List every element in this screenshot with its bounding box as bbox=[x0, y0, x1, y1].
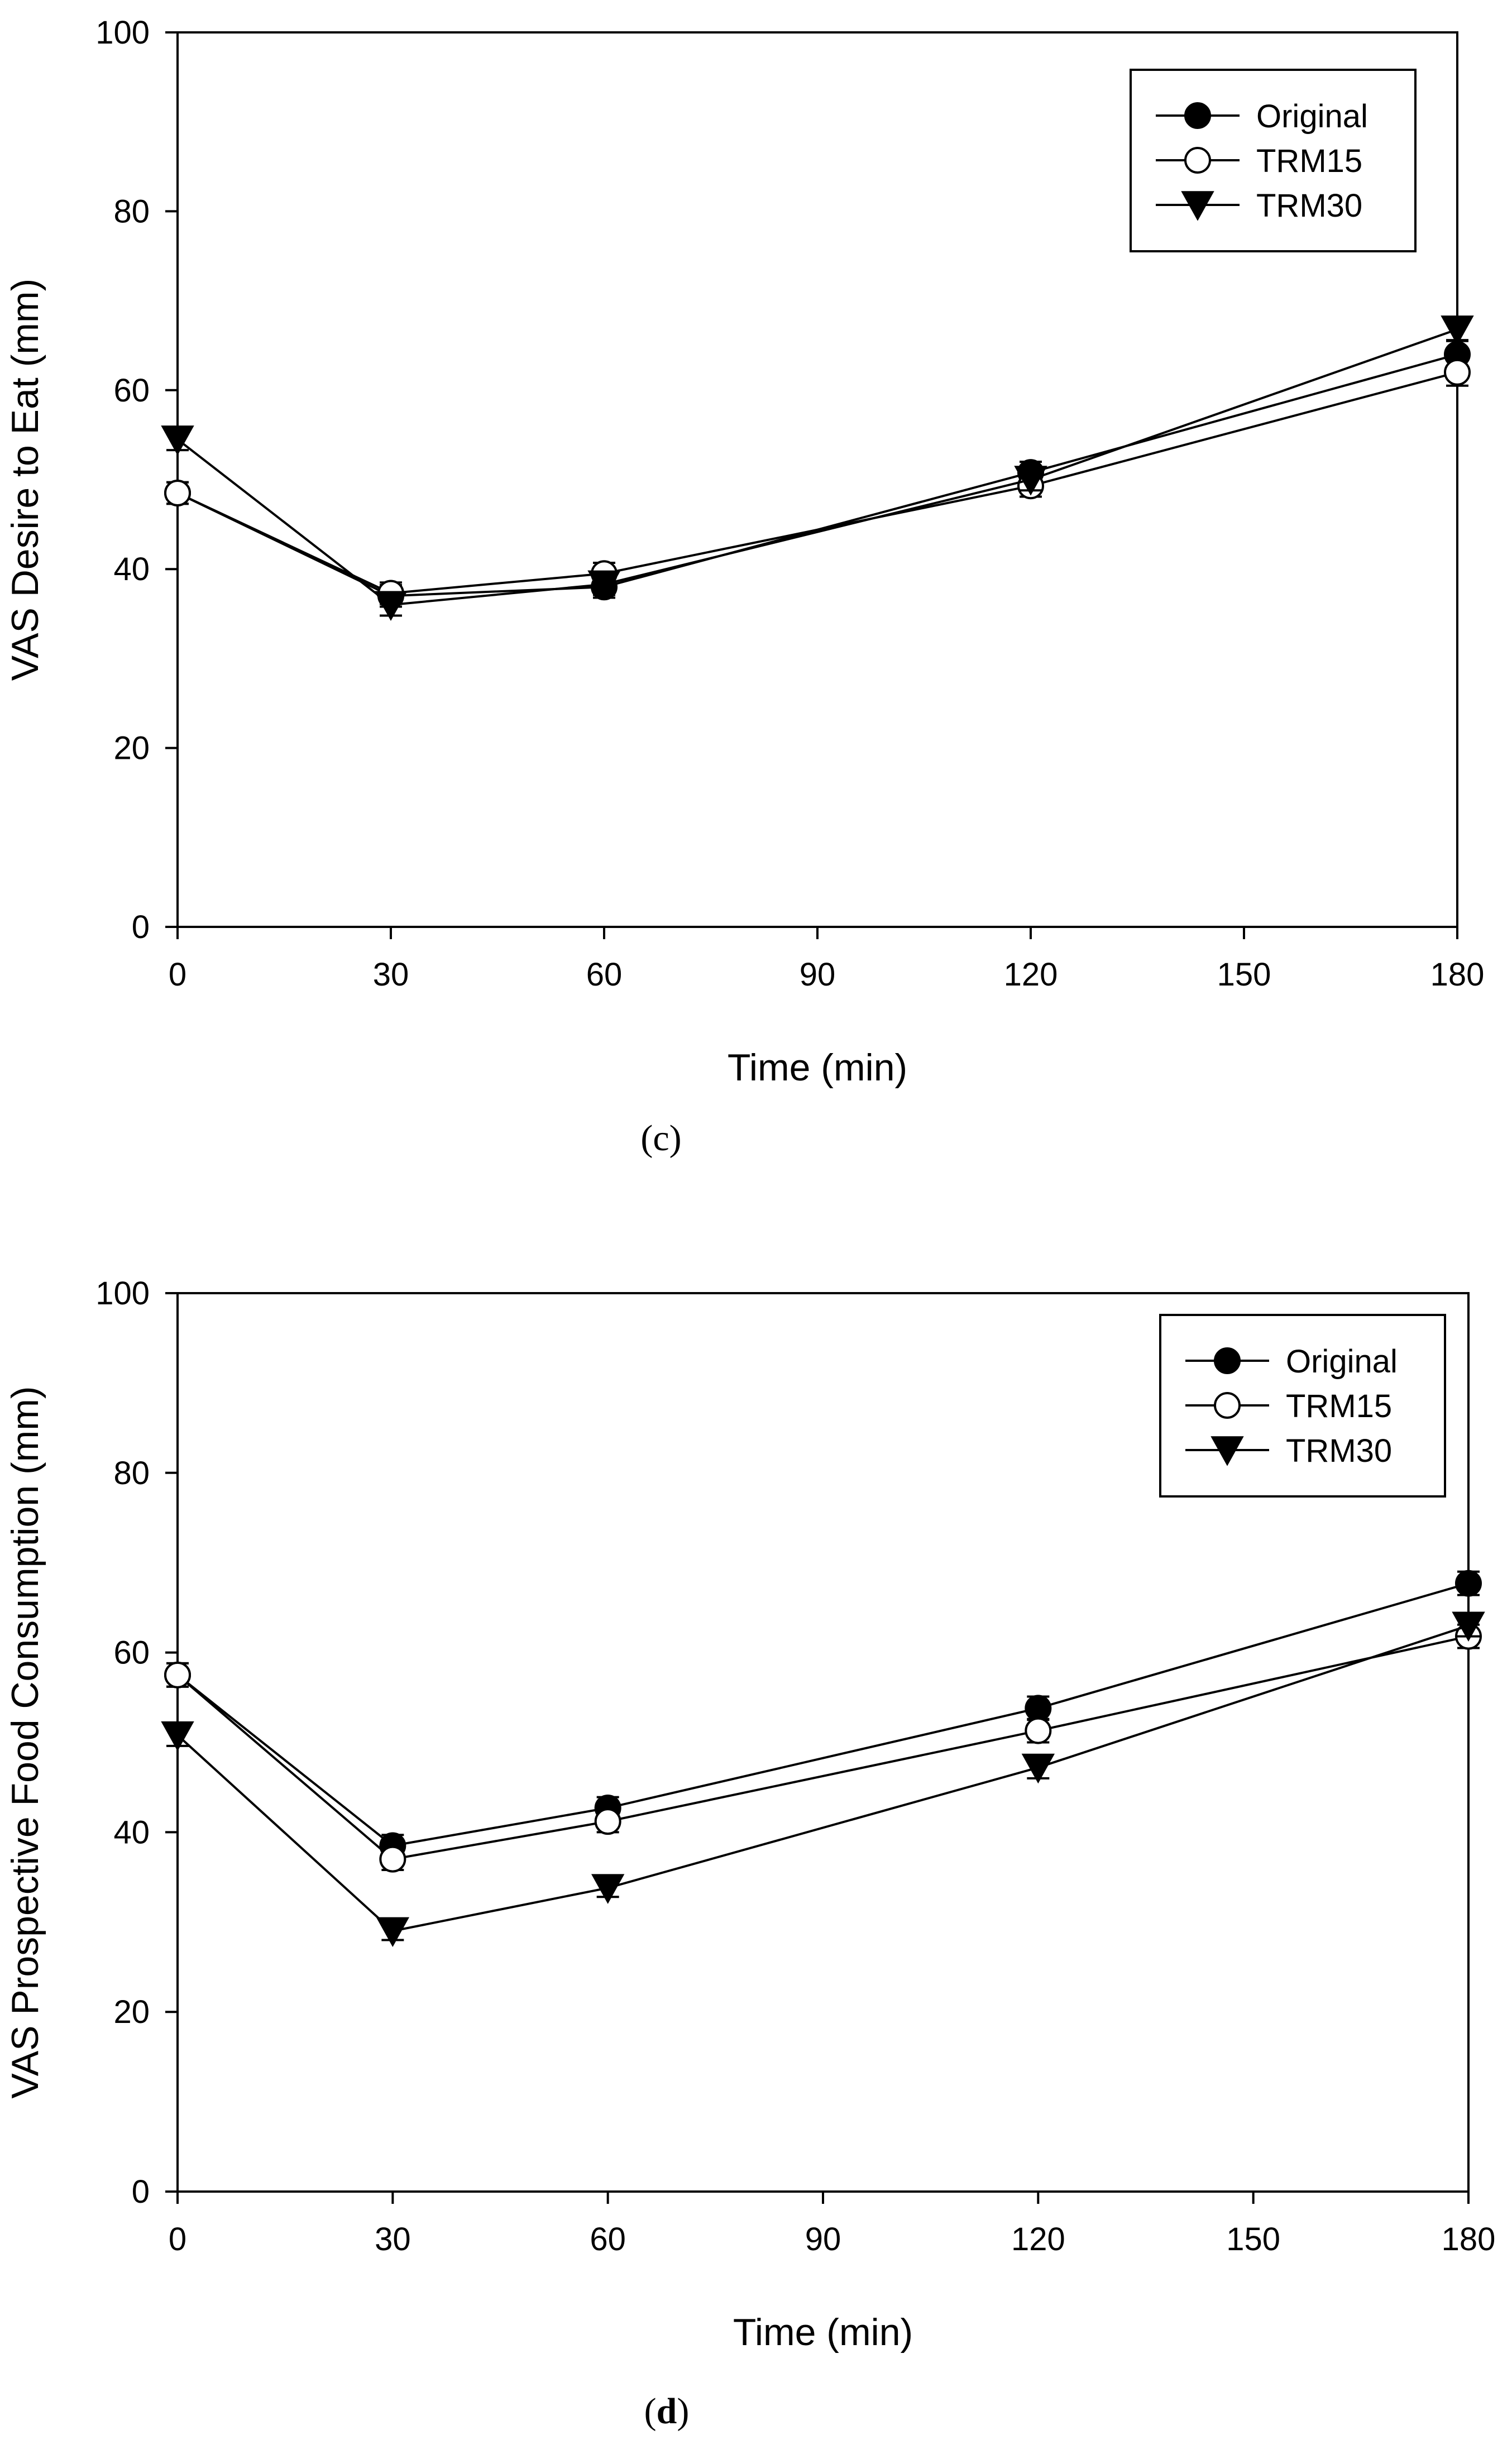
y-tick-label: 20 bbox=[113, 1994, 150, 2030]
panel-label: (d) bbox=[644, 2391, 690, 2432]
y-tick-label: 20 bbox=[113, 730, 150, 767]
data-point bbox=[591, 1874, 625, 1904]
y-tick-label: 0 bbox=[132, 909, 150, 945]
y-axis-label: VAS Desire to Eat (mm) bbox=[4, 279, 46, 681]
series-line bbox=[176, 1624, 1469, 1932]
x-tick-label: 30 bbox=[375, 2221, 411, 2257]
x-tick-label: 120 bbox=[1004, 956, 1058, 993]
y-tick-label: 100 bbox=[95, 1275, 150, 1312]
x-tick-label: 120 bbox=[1011, 2221, 1065, 2257]
x-tick-label: 180 bbox=[1430, 956, 1485, 993]
y-axis-label: VAS Prospective Food Consumption (mm) bbox=[4, 1386, 46, 2098]
legend-marker bbox=[1214, 1347, 1241, 1374]
y-tick-label: 60 bbox=[113, 1635, 150, 1671]
data-point bbox=[1025, 1695, 1052, 1722]
legend-marker bbox=[1184, 102, 1211, 129]
data-point bbox=[1021, 1753, 1055, 1784]
series-trm15 bbox=[164, 1623, 1482, 1873]
y-tick-label: 80 bbox=[113, 193, 150, 229]
data-point bbox=[594, 1808, 621, 1835]
series-original bbox=[164, 339, 1471, 610]
x-axis-label: Time (min) bbox=[733, 2311, 913, 2353]
data-point bbox=[161, 1721, 194, 1752]
x-tick-label: 150 bbox=[1226, 2221, 1280, 2257]
legend-marker bbox=[1214, 1392, 1241, 1419]
data-point bbox=[161, 425, 194, 456]
legend-marker bbox=[1210, 1436, 1244, 1466]
x-tick-label: 90 bbox=[805, 2221, 841, 2257]
legend-label: Original bbox=[1256, 98, 1368, 135]
panel-label: (c) bbox=[640, 1118, 681, 1159]
data-point bbox=[1025, 1717, 1052, 1744]
chart-panel-c: 0 20 40 60 80 100 0 30 60 90 120 150 180 Time (min) VA… bbox=[4, 15, 1484, 1159]
data-point bbox=[1452, 1611, 1485, 1642]
series-trm30 bbox=[161, 315, 1474, 621]
y-tick-label: 60 bbox=[113, 372, 150, 409]
data-point bbox=[164, 1661, 191, 1688]
data-point bbox=[379, 1845, 406, 1873]
series-line bbox=[176, 1582, 1469, 1847]
x-axis-label: Time (min) bbox=[728, 1046, 907, 1089]
series-line bbox=[176, 328, 1458, 606]
legend-label: TRM15 bbox=[1256, 143, 1362, 179]
x-tick-label: 150 bbox=[1217, 956, 1271, 993]
y-tick-label: 0 bbox=[132, 2174, 150, 2210]
x-tick-label: 180 bbox=[1442, 2221, 1496, 2257]
y-tick-label: 40 bbox=[113, 551, 150, 587]
data-point bbox=[374, 591, 408, 621]
legend-marker bbox=[1181, 191, 1214, 221]
x-tick-label: 90 bbox=[800, 956, 836, 993]
legend-label: TRM30 bbox=[1256, 188, 1362, 224]
data-point bbox=[1444, 358, 1471, 386]
legend-marker bbox=[1184, 147, 1211, 174]
x-tick-label: 30 bbox=[373, 956, 409, 993]
legend: Original TRM15 TRM30 bbox=[1159, 1314, 1446, 1498]
series-original bbox=[164, 1570, 1482, 1859]
data-point bbox=[376, 1917, 410, 1948]
data-point bbox=[164, 480, 191, 507]
series-line bbox=[177, 353, 1458, 597]
legend-label: TRM30 bbox=[1286, 1433, 1392, 1469]
series-line bbox=[176, 1635, 1469, 1860]
series-trm15 bbox=[164, 357, 1471, 607]
data-point bbox=[1014, 466, 1047, 496]
legend-label: TRM15 bbox=[1286, 1388, 1392, 1424]
chart-panel-d: 0 20 40 60 80 100 0 30 60 90 120 150 180 Time (min) VA… bbox=[4, 1275, 1495, 2432]
y-tick-label: 100 bbox=[95, 15, 150, 51]
x-tick-label: 0 bbox=[169, 956, 186, 993]
series-trm30 bbox=[161, 1611, 1485, 1948]
legend: Original TRM15 TRM30 bbox=[1130, 69, 1417, 252]
x-tick-label: 60 bbox=[586, 956, 623, 993]
data-point bbox=[587, 570, 621, 601]
x-tick-label: 60 bbox=[590, 2221, 626, 2257]
y-tick-label: 80 bbox=[113, 1455, 150, 1491]
y-tick-label: 40 bbox=[113, 1814, 150, 1850]
legend-label: Original bbox=[1286, 1343, 1398, 1380]
data-point bbox=[1441, 315, 1474, 346]
data-point bbox=[1455, 1570, 1482, 1597]
series-line bbox=[177, 371, 1458, 595]
x-tick-label: 0 bbox=[169, 2221, 186, 2257]
